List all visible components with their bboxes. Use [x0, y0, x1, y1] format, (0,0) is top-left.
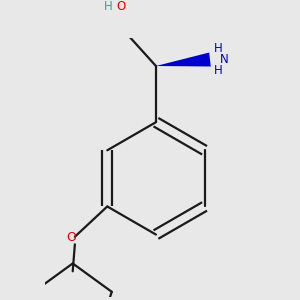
Text: N: N	[220, 53, 228, 66]
Text: H: H	[214, 42, 223, 55]
Text: H: H	[214, 64, 223, 77]
Text: H: H	[104, 0, 113, 13]
Polygon shape	[156, 52, 211, 67]
Text: O: O	[116, 0, 125, 13]
Text: O: O	[67, 231, 76, 244]
